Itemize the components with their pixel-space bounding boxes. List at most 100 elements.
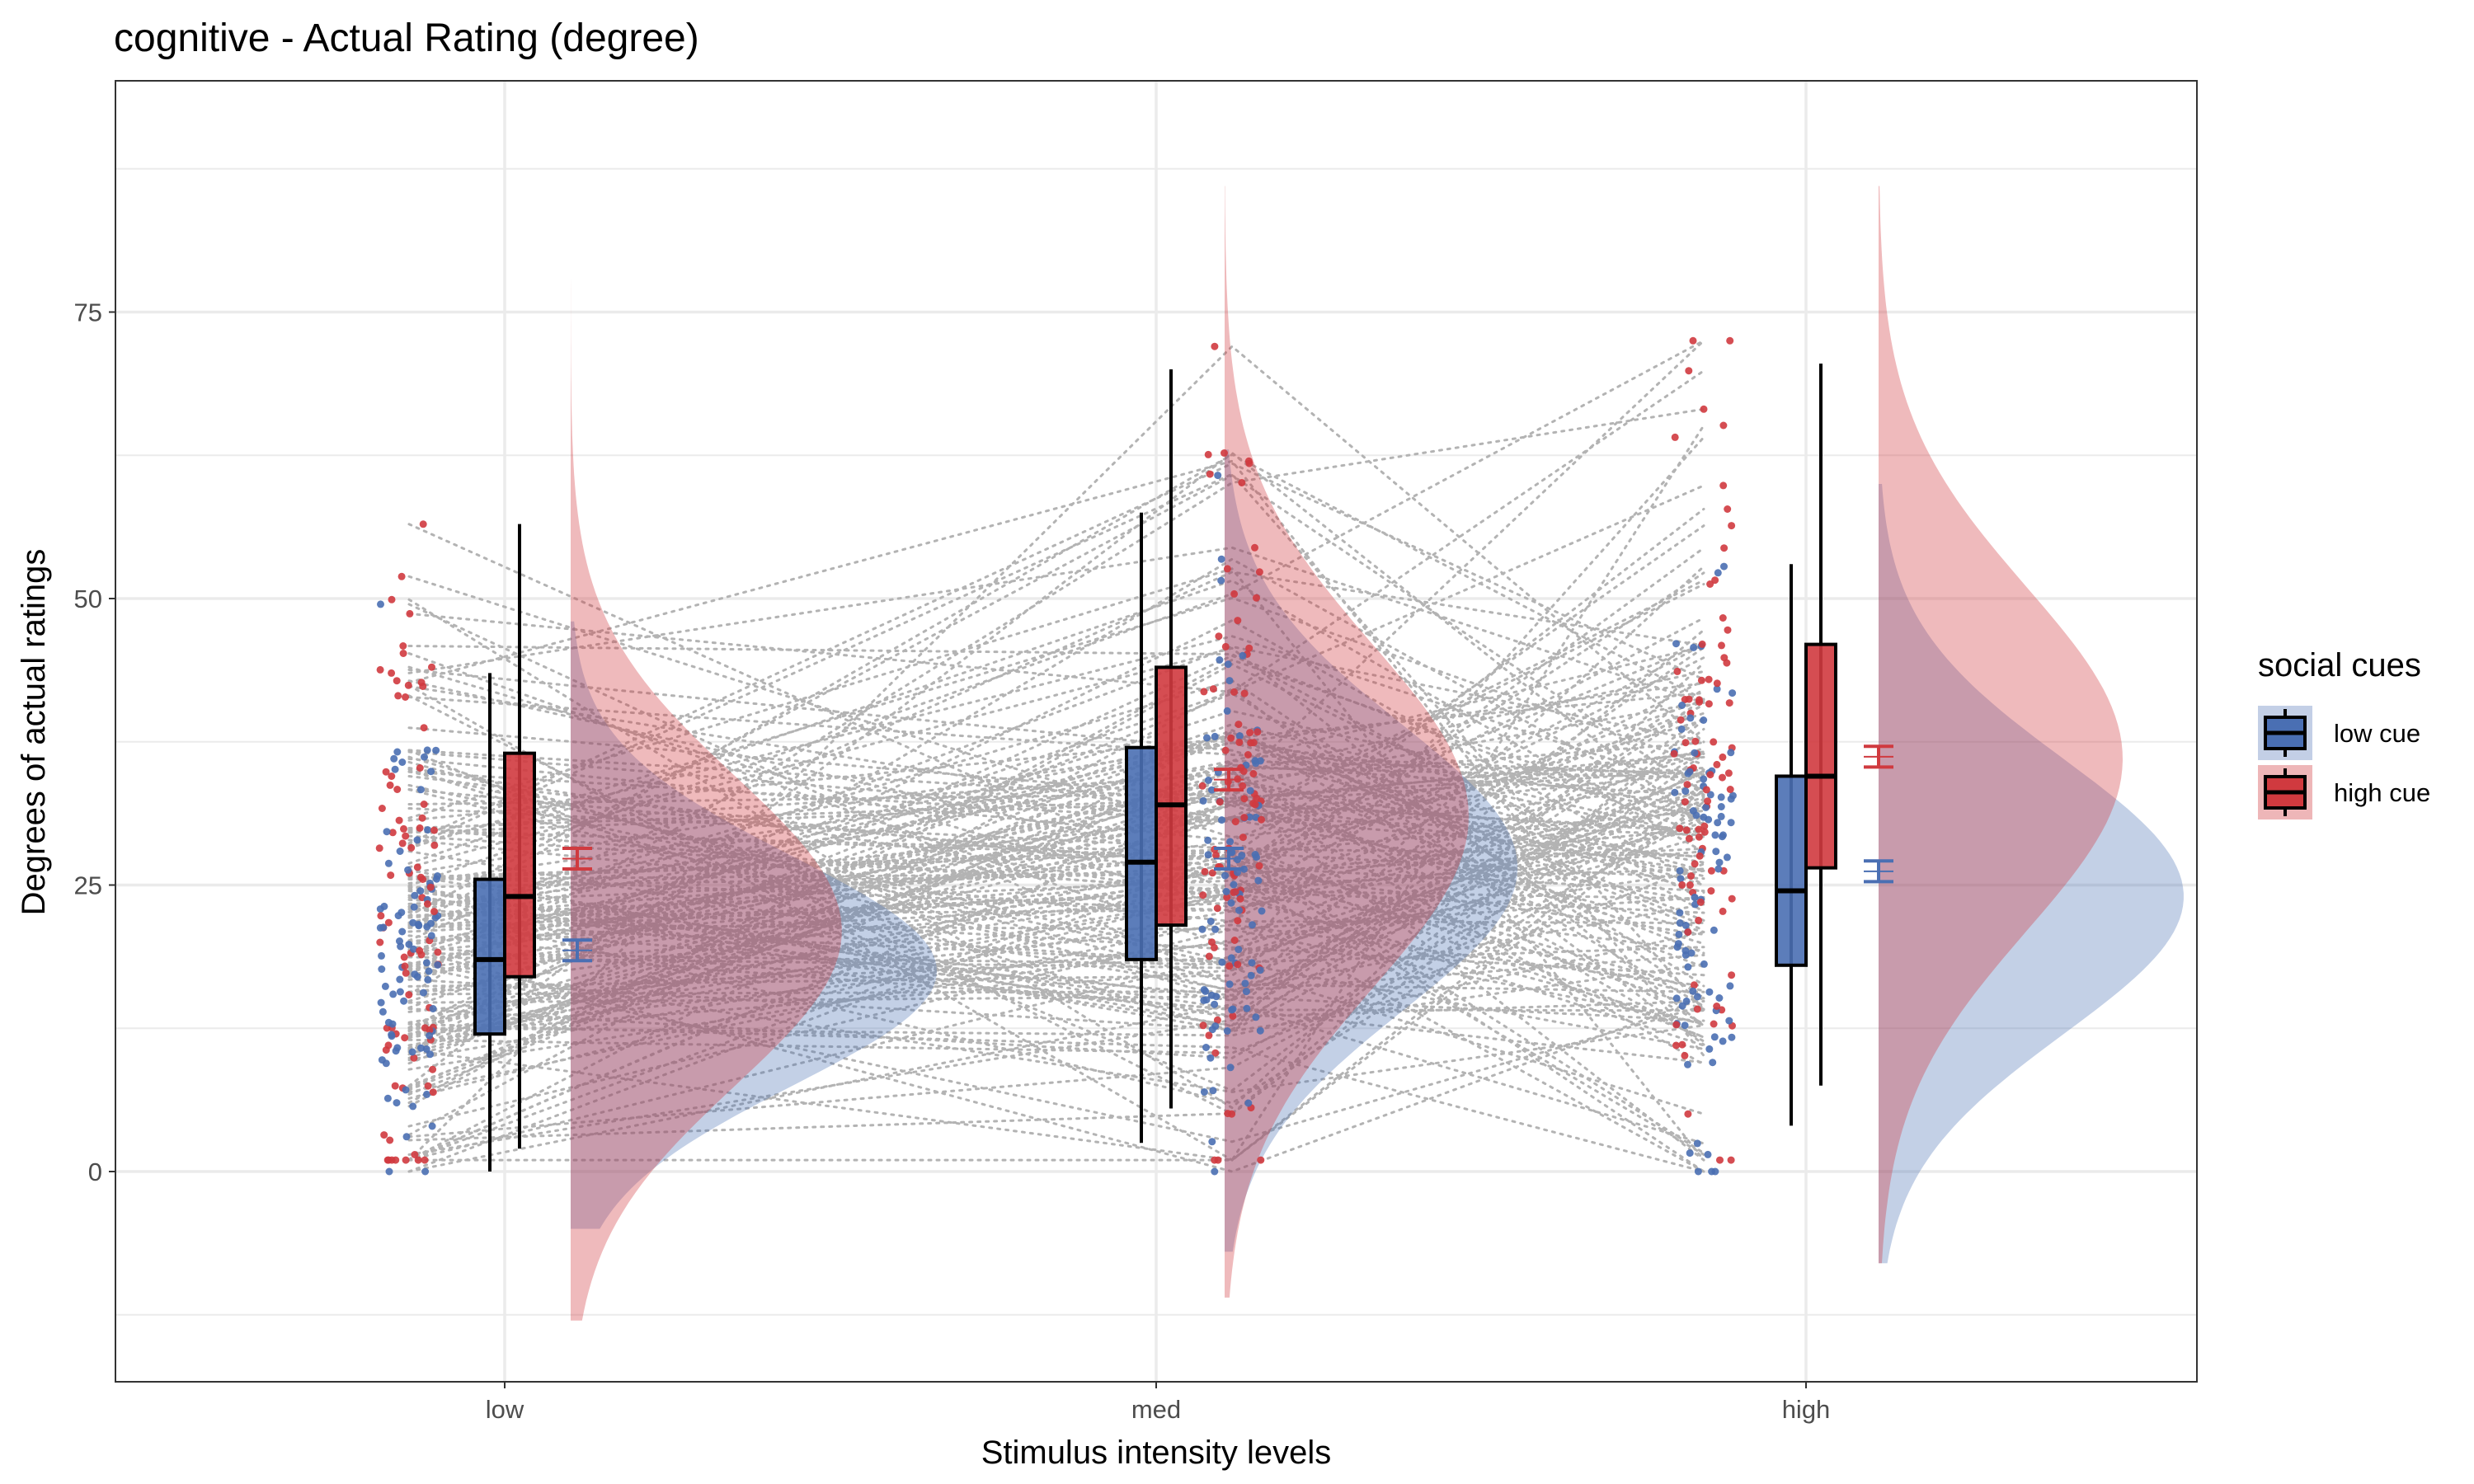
point-low-cue bbox=[1672, 640, 1680, 648]
point-low-cue bbox=[423, 746, 431, 754]
y-tick-label: 0 bbox=[88, 1158, 102, 1186]
point-low-cue bbox=[405, 941, 413, 948]
connector-line bbox=[407, 711, 1705, 869]
connector-line bbox=[407, 598, 1705, 1110]
point-high-cue bbox=[424, 1082, 432, 1090]
connector-line bbox=[407, 683, 1705, 1162]
point-high-cue bbox=[430, 826, 438, 834]
point-low-cue bbox=[1235, 732, 1244, 740]
point-low-cue bbox=[423, 1090, 430, 1098]
connector-line bbox=[407, 895, 1705, 1047]
connector-line bbox=[407, 473, 1705, 918]
point-low-cue bbox=[1690, 643, 1698, 651]
point-low-cue bbox=[1241, 979, 1249, 988]
point-low-cue bbox=[1710, 926, 1718, 934]
point-high-cue bbox=[434, 948, 442, 956]
point-low-cue bbox=[1675, 930, 1683, 938]
point-low-cue bbox=[1689, 987, 1697, 995]
point-low-cue bbox=[1700, 775, 1708, 783]
connector-line bbox=[407, 814, 1705, 996]
connector-line bbox=[407, 567, 1705, 1162]
point-high-cue bbox=[1253, 728, 1262, 736]
point-low-cue bbox=[1728, 1033, 1736, 1041]
point-high-cue bbox=[384, 1156, 393, 1164]
connector-line bbox=[407, 688, 1705, 1010]
point-low-cue bbox=[379, 1007, 387, 1016]
point-high-cue bbox=[1684, 1110, 1692, 1118]
point-high-cue bbox=[1238, 479, 1246, 486]
point-low-cue bbox=[410, 903, 418, 911]
point-high-cue bbox=[1684, 928, 1692, 937]
point-high-cue bbox=[1706, 580, 1714, 588]
point-low-cue bbox=[1249, 921, 1256, 929]
point-high-cue bbox=[402, 969, 410, 977]
connector-line bbox=[407, 654, 1705, 1037]
point-high-cue bbox=[1239, 782, 1247, 790]
point-low-cue bbox=[433, 875, 440, 883]
point-high-cue bbox=[417, 679, 426, 687]
point-high-cue bbox=[378, 805, 386, 812]
point-low-cue bbox=[1230, 881, 1238, 889]
point-low-cue bbox=[1705, 815, 1713, 824]
point-high-cue bbox=[418, 814, 426, 822]
point-high-cue bbox=[1704, 797, 1712, 805]
point-high-cue bbox=[1728, 895, 1736, 903]
point-high-cue bbox=[1695, 916, 1703, 924]
point-low-cue bbox=[1705, 988, 1714, 996]
point-high-cue bbox=[1687, 872, 1695, 880]
plot-panel bbox=[115, 80, 2198, 1383]
point-high-cue bbox=[1221, 642, 1230, 650]
point-high-cue bbox=[1710, 738, 1718, 746]
point-low-cue bbox=[1200, 1088, 1208, 1096]
point-high-cue bbox=[1702, 786, 1710, 794]
point-low-cue bbox=[1681, 1021, 1689, 1030]
point-high-cue bbox=[1707, 887, 1715, 895]
point-high-cue bbox=[380, 1131, 388, 1139]
point-high-cue bbox=[1236, 895, 1244, 903]
point-high-cue bbox=[1214, 1156, 1222, 1164]
connector-line bbox=[407, 923, 1705, 1013]
point-low-cue bbox=[393, 1099, 401, 1107]
point-low-cue bbox=[1203, 734, 1211, 742]
connector-line bbox=[407, 763, 1705, 885]
point-low-cue bbox=[1687, 949, 1696, 957]
point-low-cue bbox=[1715, 858, 1724, 866]
point-low-cue bbox=[1206, 918, 1215, 925]
point-high-cue bbox=[1244, 751, 1252, 758]
point-high-cue bbox=[1670, 749, 1678, 758]
connector-line bbox=[407, 709, 1705, 973]
point-high-cue bbox=[400, 824, 407, 833]
point-high-cue bbox=[419, 520, 427, 528]
point-high-cue bbox=[1690, 981, 1698, 989]
point-low-cue bbox=[1729, 689, 1737, 697]
point-low-cue bbox=[1676, 866, 1684, 875]
point-low-cue bbox=[1676, 919, 1684, 927]
point-low-cue bbox=[1214, 472, 1222, 480]
point-high-cue bbox=[387, 871, 395, 880]
y-axis-title: Degrees of actual ratings bbox=[16, 549, 52, 916]
x-axis: low med high bbox=[486, 1382, 1830, 1424]
point-low-cue bbox=[384, 859, 393, 867]
point-low-cue bbox=[384, 1018, 393, 1026]
point-low-cue bbox=[1691, 893, 1699, 901]
point-low-cue bbox=[1711, 1167, 1719, 1176]
point-high-cue bbox=[1685, 695, 1693, 703]
point-high-cue bbox=[392, 1156, 400, 1164]
point-low-cue bbox=[1712, 848, 1720, 856]
point-high-cue bbox=[376, 938, 384, 946]
point-low-cue bbox=[1727, 795, 1735, 803]
legend-keys: low cue high cue bbox=[2258, 706, 2430, 819]
point-high-cue bbox=[1235, 721, 1243, 729]
point-high-cue bbox=[393, 677, 401, 685]
point-high-cue bbox=[1231, 888, 1239, 896]
point-high-cue bbox=[1209, 685, 1217, 693]
point-low-cue bbox=[1199, 796, 1207, 805]
point-high-cue bbox=[1683, 781, 1691, 789]
connector-line bbox=[407, 895, 1705, 931]
connector-line bbox=[407, 789, 1705, 1066]
point-low-cue bbox=[394, 912, 402, 920]
point-high-cue bbox=[1678, 1040, 1686, 1049]
point-high-cue bbox=[1215, 632, 1223, 641]
point-high-cue bbox=[388, 829, 397, 837]
connector-line bbox=[407, 769, 1705, 1087]
